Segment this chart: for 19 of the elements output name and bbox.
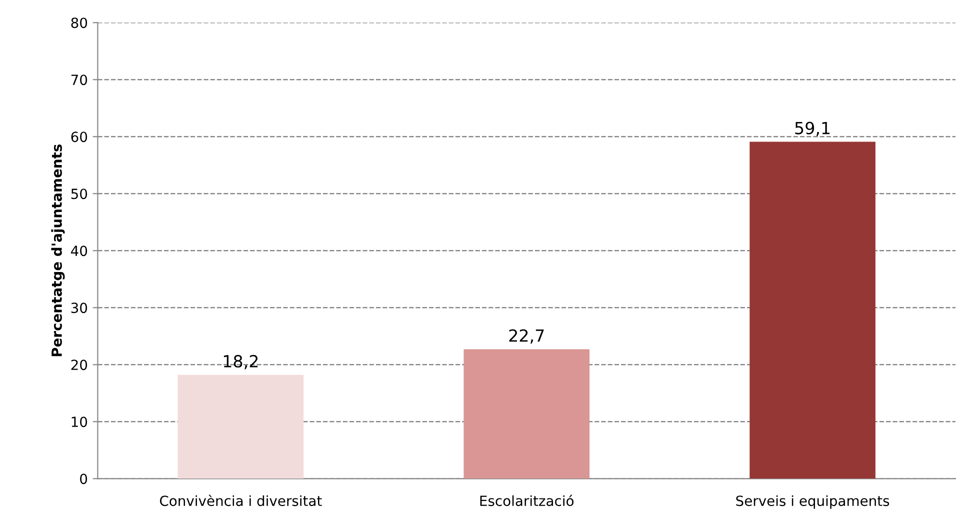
x-tick-label: Convivència i diversitat	[160, 494, 322, 506]
x-tick-label: Serveis i equipaments	[736, 495, 890, 509]
x-tick-label: Escolarització	[480, 494, 574, 506]
y-tick-label: 0	[80, 474, 88, 484]
bar	[750, 142, 876, 479]
y-tick-label: 20	[71, 360, 88, 370]
data-label: 18,2	[224, 354, 258, 370]
y-tick-label: 40	[70, 246, 88, 256]
bar	[464, 349, 590, 479]
y-tick-label: 50	[71, 188, 88, 200]
y-tick-label: 30	[71, 302, 88, 314]
bar	[178, 374, 304, 479]
data-label: 59,1	[795, 122, 830, 136]
y-tick-label: 10	[72, 416, 88, 428]
data-label: 22,7	[509, 329, 544, 344]
y-tick-label: 70	[71, 74, 88, 86]
y-tick-label: 80	[71, 18, 88, 28]
y-axis-title: Percentatge d'ajuntaments	[51, 144, 65, 356]
y-tick-label: 60	[71, 132, 88, 142]
